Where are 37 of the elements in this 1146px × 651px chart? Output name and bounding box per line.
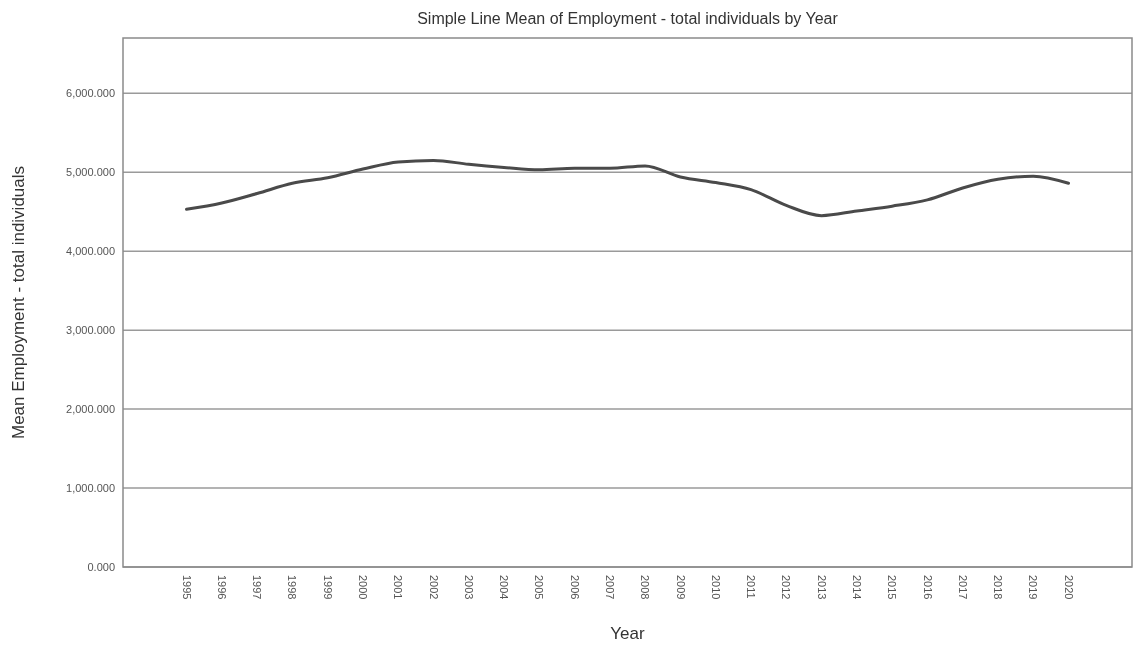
x-tick-label: 2009 [674, 575, 687, 600]
x-tick-label: 2014 [850, 575, 863, 600]
x-tick-label: 2006 [568, 575, 581, 600]
x-tick-label: 1998 [286, 575, 299, 600]
y-tick-label: 5,000.000 [66, 166, 115, 179]
line-series [185, 158, 1070, 218]
x-tick-label: 2017 [956, 575, 969, 600]
x-tick-label: 2018 [992, 575, 1005, 600]
x-tick-label: 1995 [180, 575, 193, 600]
x-tick-label: 2000 [357, 575, 370, 600]
x-tick-label: 2019 [1027, 575, 1040, 600]
y-tick-label: 2,000.000 [66, 402, 115, 415]
x-tick-label: 2004 [498, 575, 511, 600]
x-tick-label: 2007 [604, 575, 617, 600]
x-tick-label: 2013 [815, 575, 828, 600]
x-tick-label: 2020 [1062, 575, 1075, 600]
x-tick-label: 2011 [745, 575, 758, 599]
x-tick-label: 1997 [251, 575, 264, 600]
y-tick-label: 1,000.000 [66, 481, 115, 494]
y-tick-label: 6,000.000 [66, 87, 115, 100]
x-tick-label: 1999 [321, 575, 334, 600]
x-tick-label: 2012 [780, 575, 793, 600]
x-axis-title: Year [610, 624, 646, 643]
y-tick-label: 3,000.000 [66, 323, 115, 336]
x-tick-label: 2016 [921, 575, 934, 600]
x-tick-label: 2003 [462, 575, 475, 600]
x-tick-label: 2010 [709, 575, 722, 600]
chart-title: Simple Line Mean of Employment - total individuals by Year [417, 10, 839, 27]
x-tick-label: 2008 [639, 575, 652, 600]
y-tick-label: 4,000.000 [66, 245, 115, 258]
x-tick-label: 1996 [215, 575, 228, 600]
x-tick-label: 2005 [533, 575, 546, 600]
x-tick-label: 2002 [427, 575, 440, 600]
x-tick-label: 2015 [886, 575, 899, 600]
x-tick-label: 2001 [392, 575, 405, 600]
y-tick-label: 0.000 [87, 560, 115, 573]
y-axis-title: Mean Employment - total individuals [9, 165, 28, 440]
